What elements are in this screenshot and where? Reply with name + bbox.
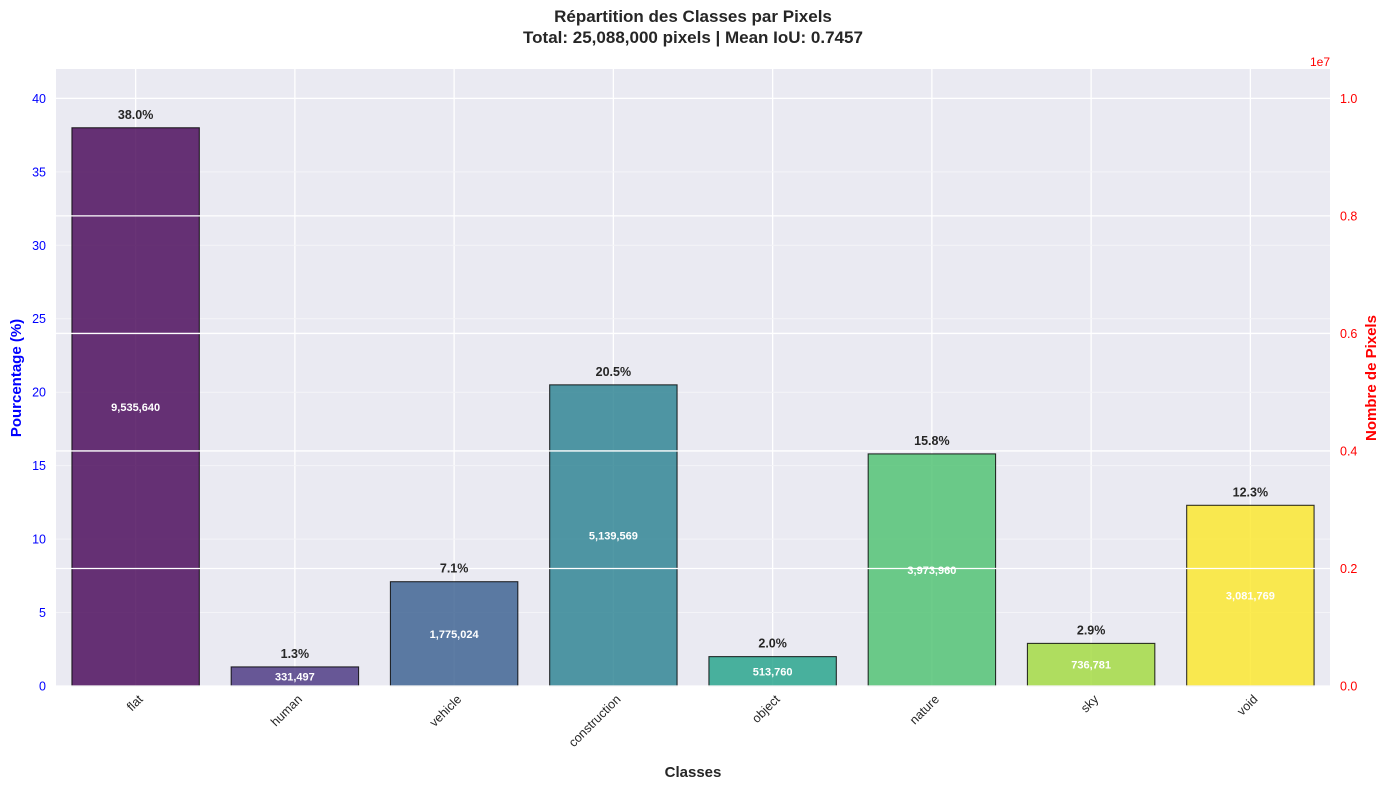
percent-label: 2.9% — [1077, 623, 1106, 637]
y-left-tick-label: 40 — [32, 92, 46, 106]
pixel-count-label: 5,139,569 — [589, 530, 638, 542]
bar-vehicle — [389, 581, 519, 687]
percent-label: 38.0% — [118, 108, 153, 122]
x-axis-label: Classes — [665, 764, 722, 781]
y-left-tick-label: 5 — [39, 606, 46, 620]
x-tick-label: void — [1234, 692, 1260, 718]
percent-label: 7.1% — [440, 562, 469, 576]
plot-area — [56, 69, 1330, 686]
y-axis-right-label: Nombre de Pixels — [1363, 315, 1380, 441]
bar-construction — [549, 384, 678, 687]
y-right-tick-label: 1.0 — [1340, 92, 1357, 106]
percent-label: 12.3% — [1233, 485, 1268, 499]
pixel-count-label: 3,973,960 — [907, 565, 956, 577]
y-left-tick-label: 20 — [32, 386, 46, 400]
y-right-tick-label: 0.8 — [1340, 209, 1357, 223]
x-tick-label: sky — [1078, 692, 1102, 716]
y-left-tick-label: 30 — [32, 239, 46, 253]
y-left-tick-label: 25 — [32, 312, 46, 326]
right-grid — [56, 97, 1330, 687]
pixel-count-label: 331,497 — [275, 671, 315, 683]
bar-nature — [867, 453, 997, 687]
x-tick-label: nature — [907, 692, 942, 727]
x-tick-label: object — [749, 692, 783, 726]
pixel-count-label: 513,760 — [753, 666, 793, 678]
percent-label: 15.8% — [914, 434, 949, 448]
y-left-tick-label: 15 — [32, 459, 46, 473]
chart-title: Répartition des Classes par Pixels — [554, 7, 832, 26]
y-axis-right-multiplier: 1e7 — [1310, 55, 1330, 69]
x-tick-label: flat — [124, 692, 146, 714]
percent-label: 20.5% — [596, 365, 631, 379]
y-right-tick-label: 0.0 — [1340, 680, 1357, 694]
y-left-tick-label: 0 — [39, 680, 46, 694]
y-right-tick-label: 0.2 — [1340, 562, 1357, 576]
y-right-tick-label: 0.4 — [1340, 444, 1357, 458]
data-labels: 38.0% 9,535,640 1.3% 331,497 7.1% 1,775,024 20… — [111, 108, 1275, 684]
pixel-count-label: 1,775,024 — [430, 629, 480, 641]
pixel-count-label: 736,781 — [1071, 660, 1111, 672]
y-axis-left-label: Pourcentage (%) — [8, 319, 25, 437]
bars — [71, 127, 1315, 687]
percent-label: 2.0% — [758, 637, 787, 651]
pixel-count-label: 9,535,640 — [111, 402, 160, 414]
y-left-tick-label: 35 — [32, 165, 46, 179]
bar-object — [708, 656, 837, 687]
x-tick-label: human — [268, 692, 305, 729]
bar-flat — [71, 127, 200, 687]
bar-void — [1186, 504, 1315, 687]
y-left-tick-label: 10 — [32, 533, 46, 547]
percent-label: 1.3% — [281, 647, 310, 661]
chart-subtitle: Total: 25,088,000 pixels | Mean IoU: 0.7… — [523, 28, 863, 47]
y-right-tick-label: 0.6 — [1340, 327, 1357, 341]
pixel-count-label: 3,081,769 — [1226, 591, 1275, 603]
x-tick-label: vehicle — [427, 692, 464, 729]
x-tick-label: construction — [566, 692, 624, 750]
